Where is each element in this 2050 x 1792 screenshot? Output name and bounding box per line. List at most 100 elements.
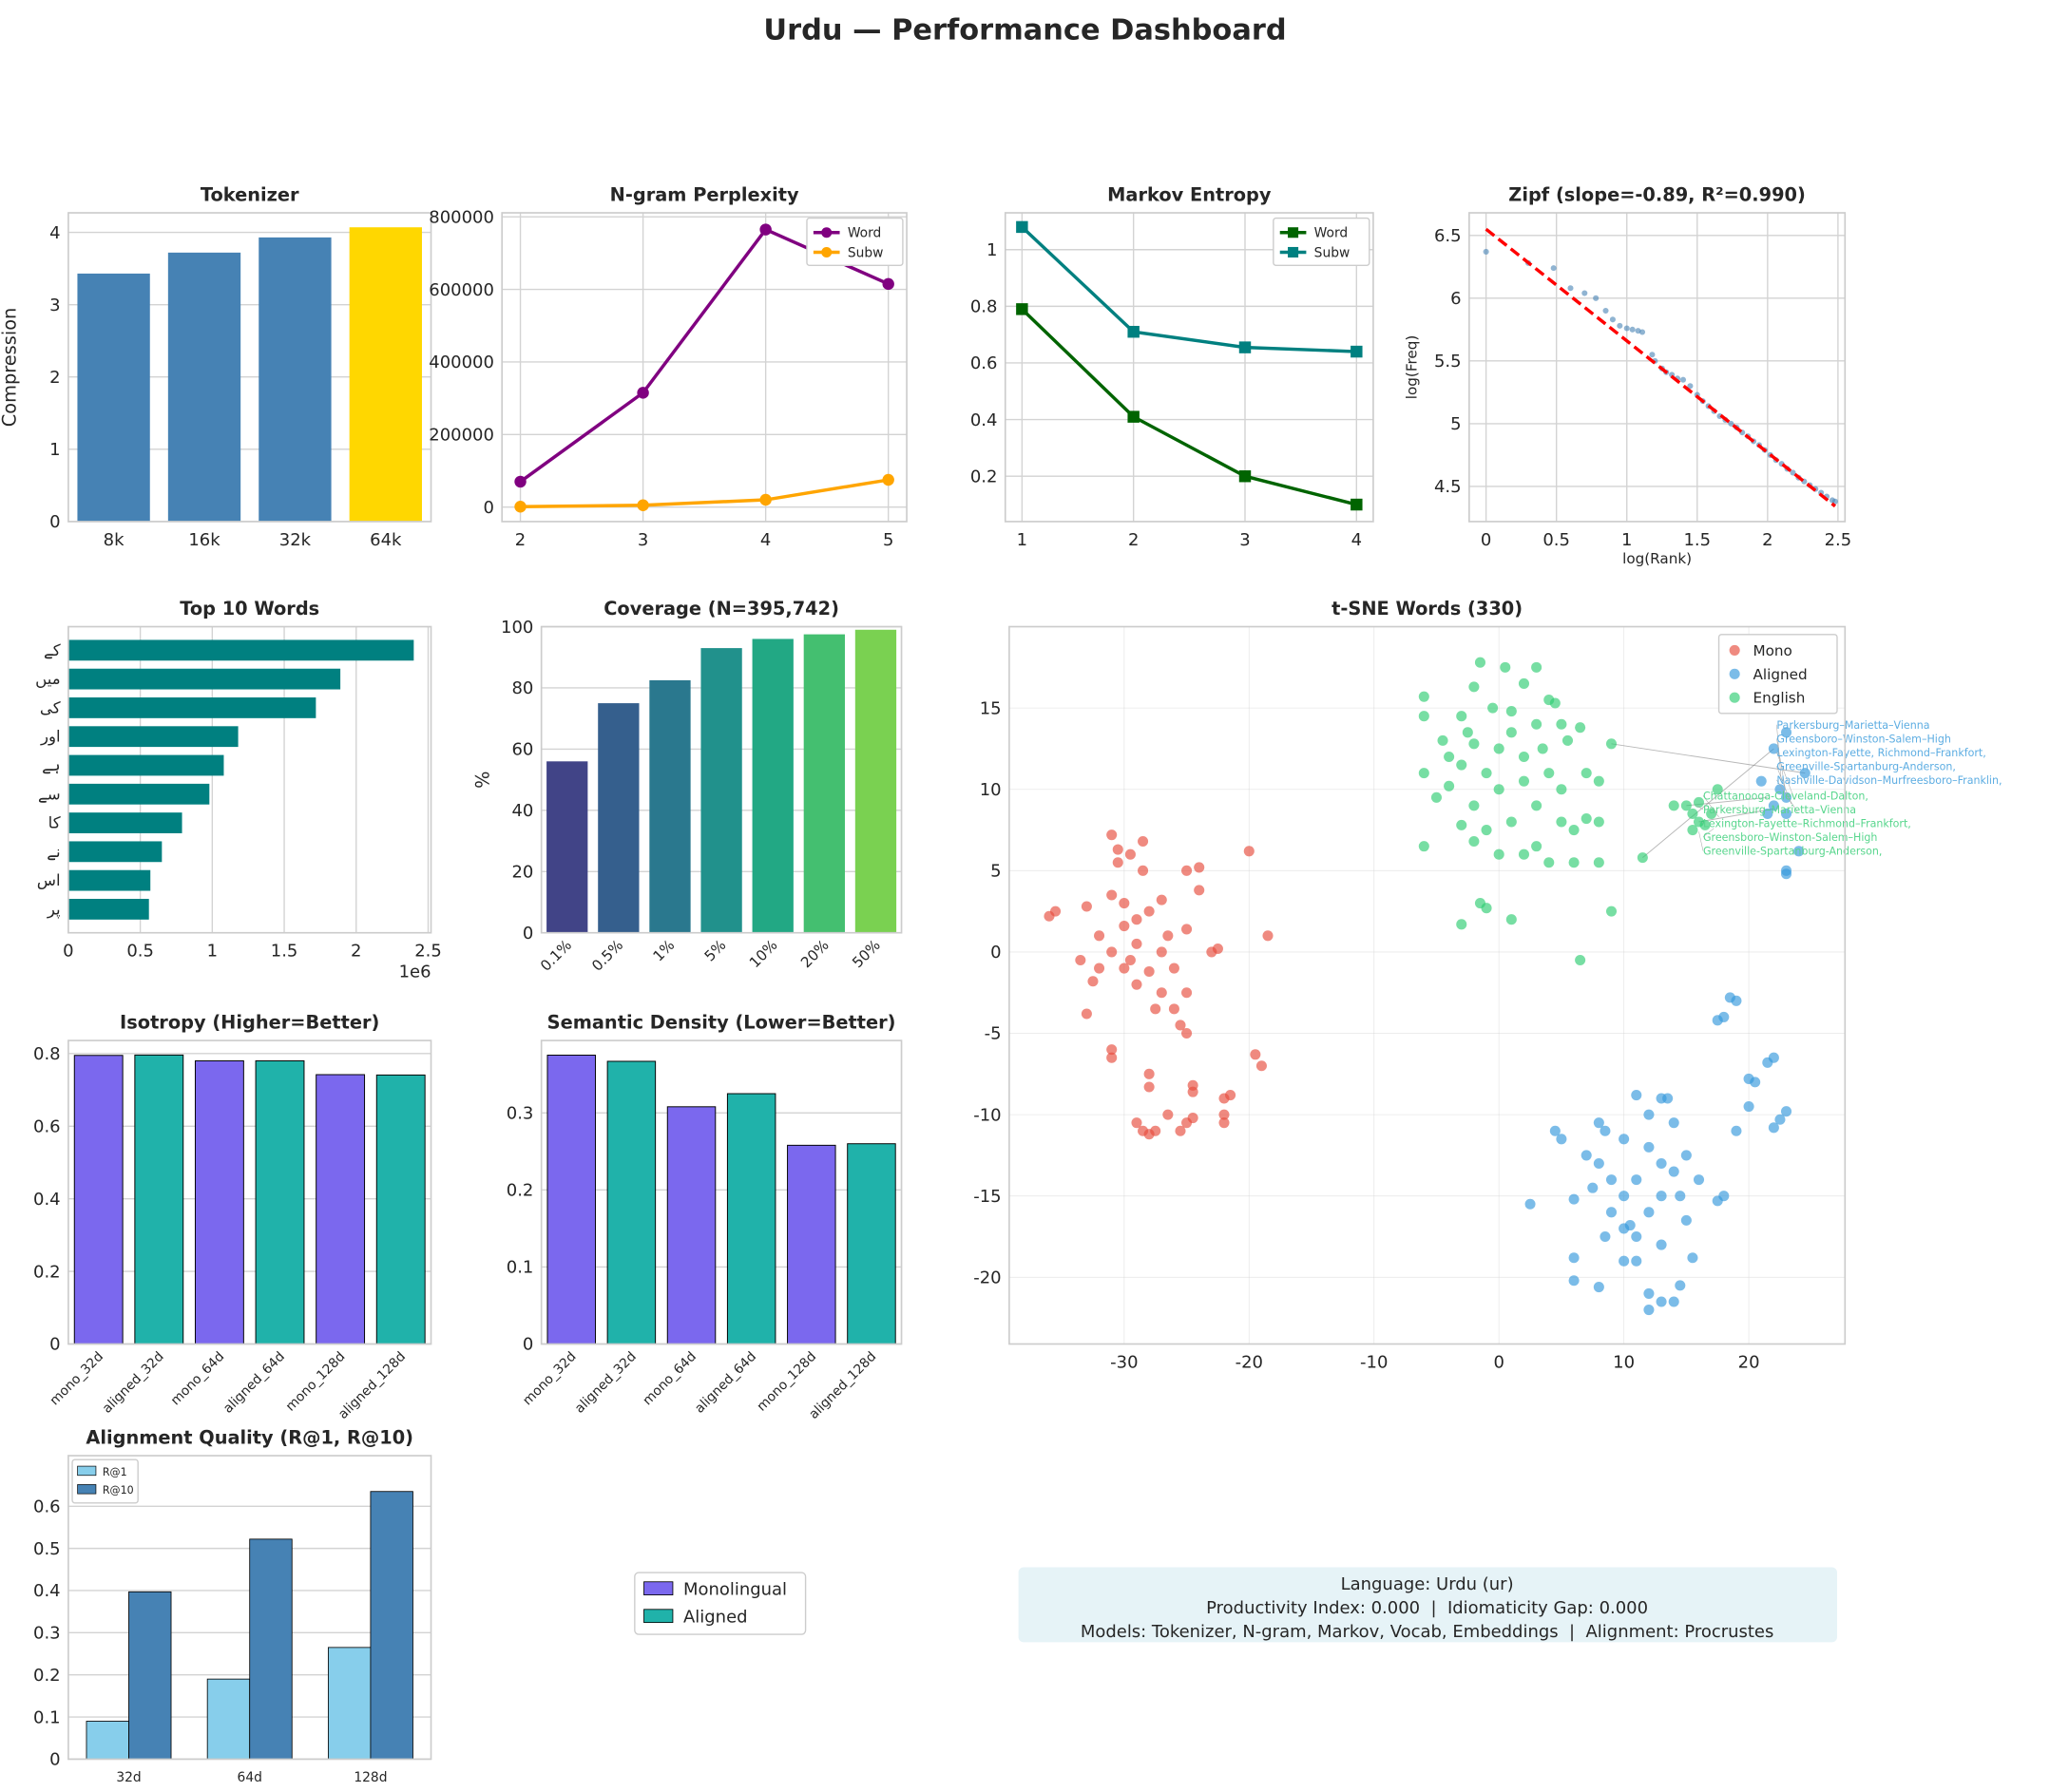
y-tick-label: 0.8 — [970, 297, 998, 317]
chart-title: Top 10 Words — [180, 598, 319, 620]
bar-50% — [854, 629, 897, 933]
y-tick-label: -10 — [973, 1105, 1001, 1125]
point-mono — [1156, 987, 1167, 999]
bar-9 — [67, 899, 149, 920]
bar-2 — [67, 697, 316, 718]
data-point — [1609, 316, 1616, 323]
data-point — [1638, 329, 1646, 335]
point-english — [1505, 706, 1517, 717]
x-tick-label: 0.5% — [588, 937, 626, 975]
legend: Word Subw — [806, 217, 904, 266]
point-aligned — [1675, 1191, 1686, 1202]
word-annotation: Lexington-Fayette, Richmond–Frankfort, — [1776, 747, 1985, 759]
axes-frame — [67, 1039, 432, 1345]
point-aligned — [1643, 1207, 1655, 1218]
x-tick-label: 4 — [760, 530, 771, 550]
point-mono — [1262, 930, 1274, 942]
point-mono — [1119, 963, 1130, 974]
x-tick-label: aligned_32d — [100, 1349, 167, 1417]
point-aligned — [1631, 1174, 1642, 1186]
x-tick-label: 10 — [1613, 1352, 1635, 1372]
x-tick-label: 5 — [883, 530, 893, 550]
x-tick-label: 1.5 — [271, 942, 298, 962]
x-tick-label: mono_128d — [754, 1349, 819, 1415]
legend-marker — [1288, 246, 1299, 258]
data-point — [1790, 469, 1796, 476]
chart-coverage: Coverage (N=395,742) 0 20 40 60 80 100% 0.1% 0.5… — [471, 598, 903, 975]
point-english — [1518, 677, 1530, 689]
point-mono — [1218, 1117, 1230, 1129]
data-point — [1687, 383, 1694, 390]
point-english — [1531, 661, 1542, 673]
y-tick-label: 15 — [980, 698, 1002, 718]
x-tick-label: 2 — [1762, 530, 1772, 550]
y-tick-label: -20 — [973, 1268, 1001, 1288]
data-point — [1016, 220, 1028, 234]
point-english — [1668, 800, 1679, 811]
point-english — [1706, 808, 1717, 819]
point-aligned — [1774, 1114, 1786, 1125]
point-english — [1581, 813, 1592, 825]
point-aligned — [1568, 1252, 1580, 1264]
y-tick-label: 0 — [483, 498, 493, 518]
data-point — [882, 473, 894, 486]
y-tick-label: کا — [48, 814, 61, 832]
y-tick-label: 0.2 — [33, 1666, 61, 1686]
point-aligned — [1568, 1193, 1580, 1205]
point-aligned — [1656, 1157, 1667, 1170]
point-mono — [1250, 1049, 1261, 1060]
bar-R@10-64d — [249, 1538, 293, 1760]
point-aligned — [1619, 1134, 1630, 1145]
data-point — [1238, 341, 1252, 353]
data-point — [1016, 303, 1028, 315]
point-english — [1593, 775, 1604, 787]
chart-zipf: Zipf (slope=-0.89, R²=0.990) 4.5 5 5.5 6 6.5 0… — [1404, 184, 1852, 568]
y-tick-label: 0.4 — [33, 1190, 61, 1210]
y-tick-label: 0 — [523, 1335, 533, 1355]
legend-swatch — [77, 1465, 97, 1477]
data-point — [882, 277, 894, 291]
x-tick-label: 1 — [1017, 530, 1027, 550]
bar-R@1-64d — [206, 1678, 251, 1760]
y-tick-label: 40 — [511, 801, 533, 821]
legend-label: Mono — [1753, 642, 1792, 659]
point-english — [1487, 702, 1499, 714]
point-aligned — [1593, 1282, 1604, 1293]
point-mono — [1094, 930, 1105, 942]
y-axis-label: % — [471, 771, 493, 788]
y-tick-label: 5 — [990, 862, 1001, 882]
y-tick-label: 0.6 — [33, 1116, 61, 1136]
point-mono — [1218, 1109, 1230, 1120]
x-tick-label: 16k — [188, 530, 220, 550]
dashboard-title: Urdu — Performance Dashboard — [763, 13, 1286, 47]
bar-6 — [67, 812, 182, 833]
bar-R@10-128d — [370, 1491, 413, 1760]
point-aligned — [1643, 1109, 1655, 1120]
bar-R@1-32d — [86, 1721, 129, 1760]
point-english — [1699, 819, 1711, 830]
bar-1% — [649, 679, 691, 933]
bar-aligned_128d — [847, 1143, 896, 1344]
point-aligned — [1755, 775, 1767, 787]
data-point — [1629, 326, 1636, 333]
annotation-leader — [1776, 779, 1798, 812]
axes-frame — [540, 1039, 903, 1345]
x-tick-label: aligned_32d — [572, 1349, 640, 1417]
point-mono — [1181, 987, 1193, 999]
x-tick-label: 1% — [650, 937, 679, 965]
point-aligned — [1656, 1239, 1667, 1250]
bar-64k — [349, 227, 422, 522]
data-point — [1679, 376, 1687, 383]
point-mono — [1112, 844, 1123, 855]
x-tick-label: mono_64d — [168, 1349, 227, 1408]
point-english — [1444, 751, 1455, 763]
point-aligned — [1568, 1275, 1580, 1287]
point-mono — [1156, 894, 1167, 906]
x-tick-label: 32k — [279, 530, 312, 550]
point-english — [1575, 722, 1586, 734]
point-mono — [1162, 1109, 1174, 1120]
bar-mono_32d — [546, 1055, 596, 1344]
point-english — [1437, 734, 1448, 746]
legend-marker — [1729, 668, 1740, 679]
word-annotation: Parkersburg–Marietta–Vienna — [1703, 804, 1856, 816]
